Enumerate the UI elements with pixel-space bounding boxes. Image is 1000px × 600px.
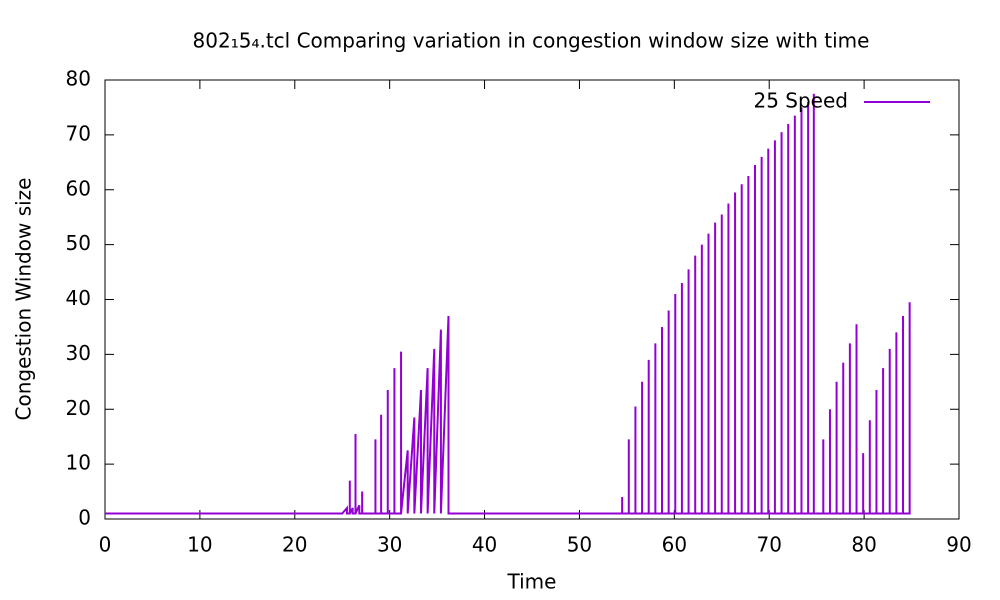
x-tick-label: 10 <box>187 533 212 557</box>
y-tick-label: 70 <box>66 121 91 145</box>
x-tick-label: 60 <box>662 533 687 557</box>
x-tick-label: 40 <box>472 533 497 557</box>
y-tick-label: 0 <box>78 506 91 530</box>
x-tick-label: 50 <box>567 533 592 557</box>
x-tick-label: 70 <box>756 533 781 557</box>
legend-label: 25 Speed <box>753 89 848 113</box>
x-axis-label: Time <box>507 570 557 594</box>
y-tick-label: 60 <box>66 176 91 200</box>
y-axis-label: Congestion Window size <box>12 178 36 421</box>
y-tick-label: 20 <box>66 396 91 420</box>
data-line <box>105 93 911 515</box>
x-tick-label: 0 <box>99 533 112 557</box>
y-tick-label: 50 <box>66 231 91 255</box>
y-tick-label: 10 <box>66 451 91 475</box>
x-tick-label: 30 <box>377 533 402 557</box>
x-tick-label: 20 <box>282 533 307 557</box>
x-tick-label: 90 <box>946 533 971 557</box>
y-tick-label: 80 <box>66 67 91 91</box>
y-tick-label: 30 <box>66 341 91 365</box>
x-tick-label: 80 <box>851 533 876 557</box>
chart-title: 802₁5₄.tcl Comparing variation in conges… <box>193 29 870 53</box>
y-tick-label: 40 <box>66 286 91 310</box>
